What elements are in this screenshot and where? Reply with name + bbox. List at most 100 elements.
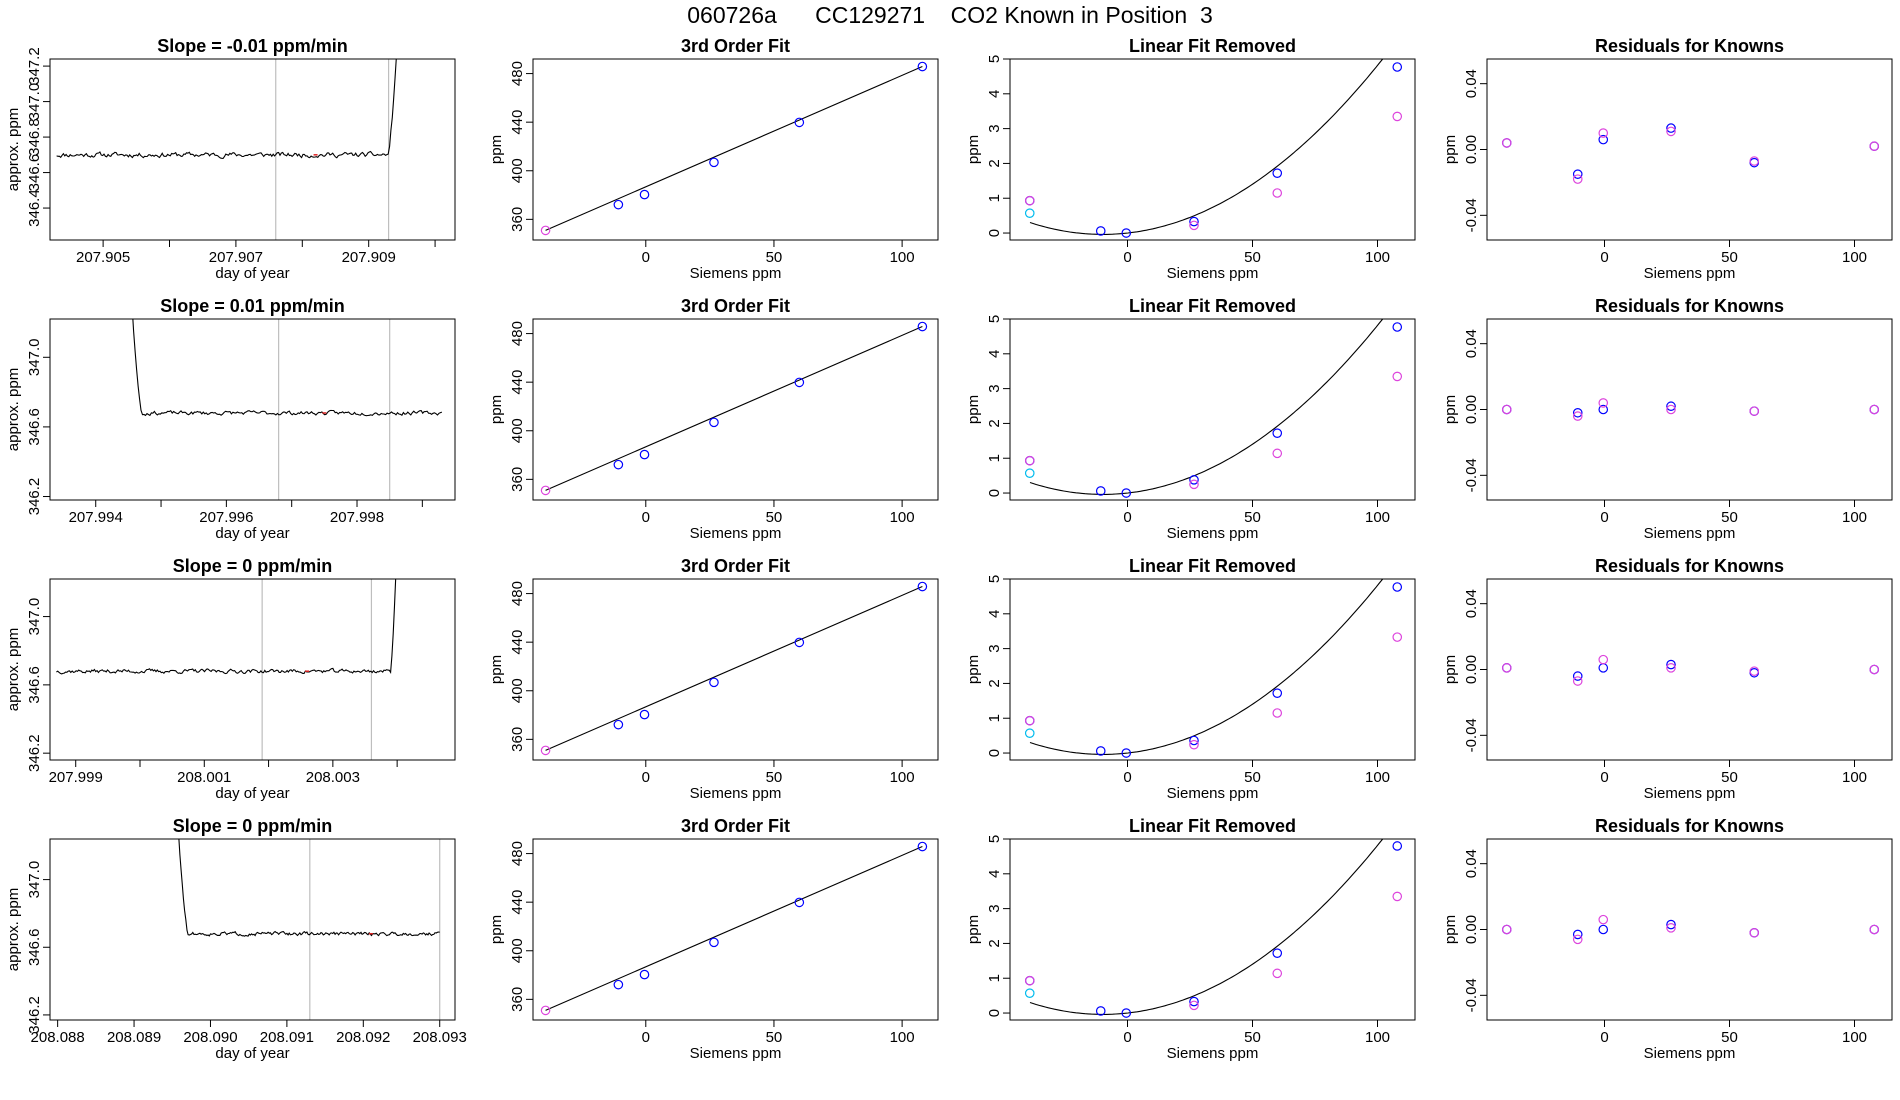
y-tick-label: 480 <box>509 321 526 346</box>
y-tick-label: 0 <box>986 229 1003 237</box>
data-point <box>1598 404 1609 415</box>
data-point <box>1666 401 1676 412</box>
x-axis-label: day of year <box>215 785 289 802</box>
y-tick-label: 5 <box>986 55 1003 63</box>
x-tick-label: 0 <box>1600 249 1608 266</box>
y-tick-label: 2 <box>986 419 1003 427</box>
data-point <box>1666 659 1676 670</box>
plot-area <box>1501 654 1880 686</box>
data-point <box>1392 371 1403 382</box>
data-point <box>1121 1008 1132 1018</box>
x-tick-label: 100 <box>1842 509 1867 526</box>
data-point <box>613 979 624 990</box>
x-tick-label: 207.996 <box>199 509 253 526</box>
x-tick-label: 100 <box>890 1029 915 1046</box>
x-tick-label: 0 <box>1123 769 1131 786</box>
x-axis-label: day of year <box>215 1045 289 1062</box>
x-tick-label: 207.994 <box>69 509 123 526</box>
y-tick-label: 5 <box>986 835 1003 843</box>
y-axis-label: approx. ppm <box>5 368 22 451</box>
data-point <box>1572 411 1583 421</box>
plot-area <box>178 839 441 1020</box>
plot-area <box>132 319 443 500</box>
data-point <box>1272 428 1283 438</box>
x-axis-label: Siemens ppm <box>690 525 782 542</box>
x-tick-label: 50 <box>766 1029 783 1046</box>
x-tick-label: 208.001 <box>177 769 231 786</box>
y-axis-label: ppm <box>1442 655 1459 684</box>
y-tick-label: 346.4 <box>26 189 43 227</box>
panel-r1-fit: 3rd Order Fit 0 50 100 360 400 440 480 Siemens p… <box>488 36 939 282</box>
data-point <box>1189 216 1199 227</box>
data-point <box>639 709 650 720</box>
data-point <box>1869 664 1880 675</box>
x-tick-label: 207.999 <box>49 769 103 786</box>
y-tick-label: 440 <box>509 110 526 135</box>
panel-title: 3rd Order Fit <box>681 556 790 576</box>
data-trace <box>132 319 443 417</box>
panel-title: Residuals for Knowns <box>1595 36 1784 56</box>
plot-frame <box>1009 838 1416 1021</box>
plot-area <box>540 841 928 1016</box>
panel-title: Slope = 0 ppm/min <box>173 556 333 576</box>
x-axis-label: Siemens ppm <box>1644 525 1736 542</box>
y-tick-label: -0.04 <box>1463 718 1480 752</box>
data-point <box>1666 663 1676 673</box>
y-tick-label: 480 <box>509 581 526 606</box>
fit-line <box>545 66 923 231</box>
panel-r4-resid: Residuals for Knowns 0 50 100 -0.04 0.00 0.04 S… <box>1442 816 1893 1062</box>
data-point <box>1272 688 1283 698</box>
data-point <box>1189 739 1199 750</box>
data-point <box>1392 841 1403 851</box>
x-axis-label: Siemens ppm <box>690 1045 782 1062</box>
data-point <box>1095 1006 1106 1016</box>
data-point <box>794 897 805 908</box>
panel-title: Linear Fit Removed <box>1129 296 1296 316</box>
y-axis-label: ppm <box>1442 135 1459 164</box>
data-point <box>1501 404 1512 415</box>
x-tick-label: 0 <box>1600 1029 1608 1046</box>
plot-area <box>1501 398 1880 421</box>
y-tick-label: 1 <box>986 974 1003 982</box>
y-tick-label: 400 <box>509 678 526 703</box>
x-tick-label: 50 <box>1721 1029 1738 1046</box>
y-tick-label: 0.00 <box>1463 135 1480 164</box>
x-tick-label: 100 <box>1365 1029 1390 1046</box>
x-tick-label: 208.091 <box>260 1029 314 1046</box>
x-axis-label: Siemens ppm <box>1644 785 1736 802</box>
data-point <box>1095 226 1106 236</box>
data-point <box>1024 975 1035 986</box>
data-point <box>1598 914 1609 925</box>
data-point <box>1749 156 1760 166</box>
data-point <box>1392 632 1403 642</box>
panel-r2-resid: Residuals for Knowns 0 50 100 -0.04 0.00 0.04 S… <box>1442 296 1893 542</box>
x-tick-label: 207.909 <box>342 249 396 266</box>
plot-area <box>1024 59 1403 238</box>
y-tick-label: 346.6 <box>26 154 43 192</box>
y-tick-label: -0.04 <box>1463 198 1480 232</box>
data-point <box>1189 475 1199 485</box>
panel-title: Linear Fit Removed <box>1129 816 1296 836</box>
data-point <box>709 937 719 948</box>
y-tick-label: 360 <box>509 207 526 232</box>
y-tick-label: 4 <box>986 870 1003 878</box>
panel-title: 3rd Order Fit <box>681 296 790 316</box>
plot-area <box>1024 579 1403 758</box>
y-axis-label: ppm <box>488 135 505 164</box>
x-tick-label: 207.998 <box>330 509 384 526</box>
plot-frame <box>532 838 939 1021</box>
y-tick-label: 400 <box>509 158 526 183</box>
x-tick-label: 0 <box>642 769 650 786</box>
y-tick-label: 3 <box>986 644 1003 652</box>
data-point <box>639 189 650 200</box>
data-point <box>1572 169 1583 179</box>
data-point <box>1869 924 1880 935</box>
data-point <box>794 637 805 648</box>
plot-frame <box>1009 318 1416 501</box>
data-point <box>1392 582 1403 592</box>
panel-r1-linfit: Linear Fit Removed 0 50 100 0 1 2 3 4 5 Siemens pp… <box>965 36 1416 282</box>
data-point <box>709 677 719 688</box>
y-tick-label: 4 <box>986 610 1003 618</box>
data-point <box>1598 663 1609 673</box>
x-tick-label: 0 <box>1123 509 1131 526</box>
